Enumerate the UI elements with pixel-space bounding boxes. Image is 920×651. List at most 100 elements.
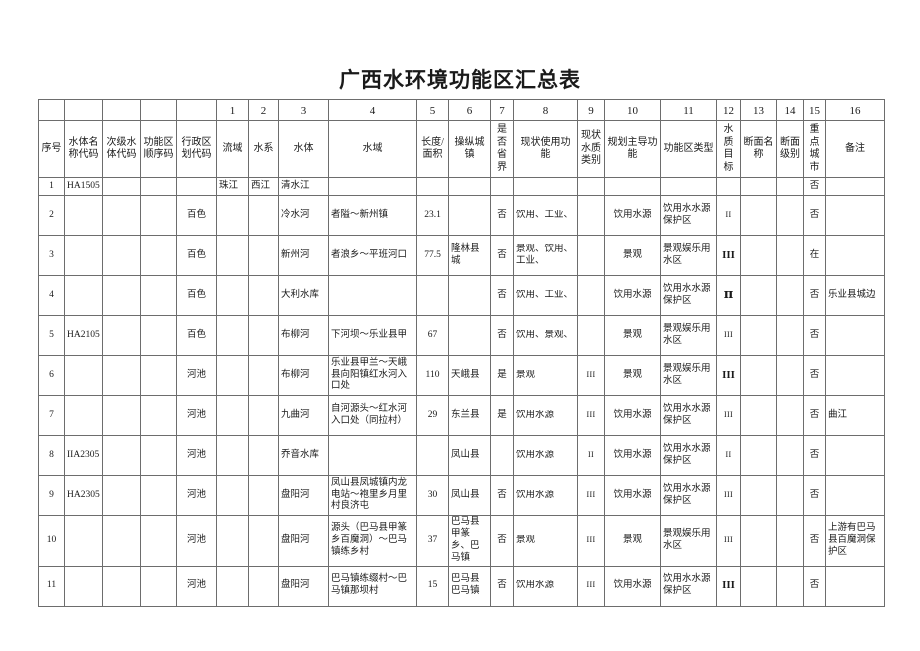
cell-quality-target: π <box>716 275 741 316</box>
cell-seq: 3 <box>38 235 65 276</box>
cell-remark <box>825 565 885 607</box>
column-number-17: 12 <box>716 99 741 121</box>
table-row[interactable]: 5 HA2105 百色 布柳河 下河坝～乐业县甲 67 否饮用、景观、 景观 景观娱乐用水区 II… <box>38 315 885 356</box>
cell-key-city: 否 <box>803 475 826 516</box>
water-function-zone-table: 1 2 3 4 5 6 7 8 9 10 11 12 13 14 15 16 序号 水体名称代码 次级水体代码 功能… <box>38 99 885 607</box>
cell-zone-order-code <box>140 177 177 196</box>
cell-key-city: 否 <box>803 435 826 476</box>
table-row[interactable]: 7 河池 九曲河 自河源头～红水河入口处（同拉村） 29 东兰县是饮用水源 III 饮用水源饮… <box>38 395 885 436</box>
cell-water-body: 布柳河 <box>278 315 329 356</box>
cell-section-level <box>776 177 804 196</box>
cell-quality-target: III <box>716 515 741 567</box>
current-quality-class-value: III <box>586 580 596 590</box>
cell-current-use: 景观、饮用、工业、 <box>513 235 578 276</box>
cell-basin <box>216 515 249 567</box>
cell-water-body-code: HA2305 <box>64 475 103 516</box>
cell-zone-order-code <box>140 565 177 607</box>
cell-admin-code: 百色 <box>176 195 217 236</box>
cell-river-system: 西江 <box>248 177 279 196</box>
cell-length-area: 30 <box>416 475 449 516</box>
cell-length-area: 29 <box>416 395 449 436</box>
cell-seq: 11 <box>38 565 65 607</box>
column-number-15: 10 <box>604 99 661 121</box>
current-use-value: 饮用水源 <box>516 409 555 420</box>
cell-current-quality-class: III <box>577 395 605 436</box>
column-header-7: 水系 <box>248 120 279 178</box>
cell-remark: 乐业县城边 <box>825 275 885 316</box>
cell-sub-water-code <box>102 355 141 396</box>
cell-quality-target: III <box>716 235 741 276</box>
page-title: 广西水环境功能区汇总表 <box>339 68 581 92</box>
cell-water-body: 清水江 <box>278 177 329 196</box>
column-header-2: 水体名称代码 <box>64 120 103 178</box>
quality-target-value: III <box>722 579 735 592</box>
cell-current-use: 饮用水源 <box>513 475 578 516</box>
cell-zone-type: 饮用水水源保护区 <box>660 275 717 316</box>
cell-river-system <box>248 565 279 607</box>
cell-river-system <box>248 275 279 316</box>
current-use-value: 景观 <box>516 369 536 380</box>
cell-water-area: 者隘～新州镇 <box>328 195 417 236</box>
cell-section-name <box>740 177 777 196</box>
cell-planned-main-use: 饮用水源 <box>604 195 661 236</box>
cell-basin <box>216 435 249 476</box>
table-row[interactable]: 2 百色 冷水河 者隘～新州镇 23.1 否饮用、工业、 饮用水源 饮用水水源保护区 II 否 <box>38 195 885 236</box>
cell-zone-order-code <box>140 475 177 516</box>
cell-is-provincial-boundary: 否 <box>490 315 514 356</box>
cell-remark <box>825 177 885 196</box>
cell-water-area: 乐业县甲兰～天峨县向阳镇红水河入口处 <box>328 355 417 396</box>
current-use-value: 饮用水源 <box>516 449 555 460</box>
cell-water-body-code <box>64 395 103 436</box>
cell-zone-type: 景观娱乐用水区 <box>660 235 717 276</box>
cell-key-city: 否 <box>803 355 826 396</box>
cell-water-body-code <box>64 235 103 276</box>
cell-control-town: 巴马县甲篆乡、巴马镇 <box>448 515 491 567</box>
cell-river-system <box>248 315 279 356</box>
current-quality-class-value: III <box>586 409 596 419</box>
cell-is-provincial-boundary: 否 <box>490 195 514 236</box>
table-row[interactable]: 1 HA1505 珠江 西江 清水江 否 <box>38 177 885 196</box>
cell-water-area: 巴马镇练缀村～巴马镇那坝村 <box>328 565 417 607</box>
cell-basin <box>216 195 249 236</box>
cell-water-body: 盘阳河 <box>278 475 329 516</box>
table-row[interactable]: 11 河池 盘阳河 巴马镇练缀村～巴马镇那坝村 15 巴马县巴马镇否饮用水源 III 饮用水源… <box>38 565 885 607</box>
cell-river-system <box>248 395 279 436</box>
cell-sub-water-code <box>102 515 141 567</box>
cell-zone-order-code <box>140 235 177 276</box>
cell-water-body: 大利水库 <box>278 275 329 316</box>
cell-zone-order-code <box>140 355 177 396</box>
cell-section-level <box>776 195 804 236</box>
column-header-11: 操纵城镇 <box>448 120 491 178</box>
table-row[interactable]: 10 河池 盘阳河 源头（巴马县甲篆乡百魔洞）～巴马镇练乡村 37 巴马县甲篆乡、巴马镇否… <box>38 515 885 567</box>
cell-planned-main-use: 饮用水源 <box>604 475 661 516</box>
cell-quality-target: III <box>716 315 741 356</box>
table-row[interactable]: 8 IIA2305 河池 乔音水库 凤山县 饮用水源 II 饮用水源 饮用水水源保护区 II 否 <box>38 435 885 476</box>
current-use-value: 饮用、景观、 <box>516 329 574 340</box>
cell-quality-target: III <box>716 355 741 396</box>
table-row[interactable]: 4 百色 大利水库否饮用、工业、 饮用水源 饮用水水源保护区 π 否乐业县城边 <box>38 275 885 316</box>
cell-water-body-code: HA1505 <box>64 177 103 196</box>
cell-water-body-code <box>64 195 103 236</box>
table-row[interactable]: 9 HA2305 河池 盘阳河 凤山县凤城镇内龙电站～袍里乡月里村良济屯 30 凤山县否饮用… <box>38 475 885 516</box>
cell-sub-water-code <box>102 315 141 356</box>
cell-length-area: 110 <box>416 355 449 396</box>
cell-is-provincial-boundary: 否 <box>490 565 514 607</box>
quality-target-value: III <box>724 329 733 339</box>
column-header-5: 行政区划代码 <box>176 120 217 178</box>
cell-water-area: 下河坝～乐业县甲 <box>328 315 417 356</box>
cell-section-name <box>740 435 777 476</box>
cell-admin-code: 百色 <box>176 235 217 276</box>
cell-planned-main-use: 景观 <box>604 235 661 276</box>
cell-basin <box>216 235 249 276</box>
cell-planned-main-use: 饮用水源 <box>604 565 661 607</box>
table-row[interactable]: 3 百色 新州河 者浪乡～平班河口 77.5 隆林县城否景观、饮用、工业、 景观 景观娱乐用水… <box>38 235 885 276</box>
cell-admin-code: 河池 <box>176 475 217 516</box>
cell-is-provincial-boundary <box>490 177 514 196</box>
cell-section-name <box>740 315 777 356</box>
cell-current-quality-class: II <box>577 435 605 476</box>
column-number-5 <box>176 99 217 121</box>
column-number-20: 15 <box>803 99 826 121</box>
cell-planned-main-use: 饮用水源 <box>604 395 661 436</box>
table-row[interactable]: 6 河池 布柳河 乐业县甲兰～天峨县向阳镇红水河入口处 110 天峨县是景观 III 景观 景观… <box>38 355 885 396</box>
